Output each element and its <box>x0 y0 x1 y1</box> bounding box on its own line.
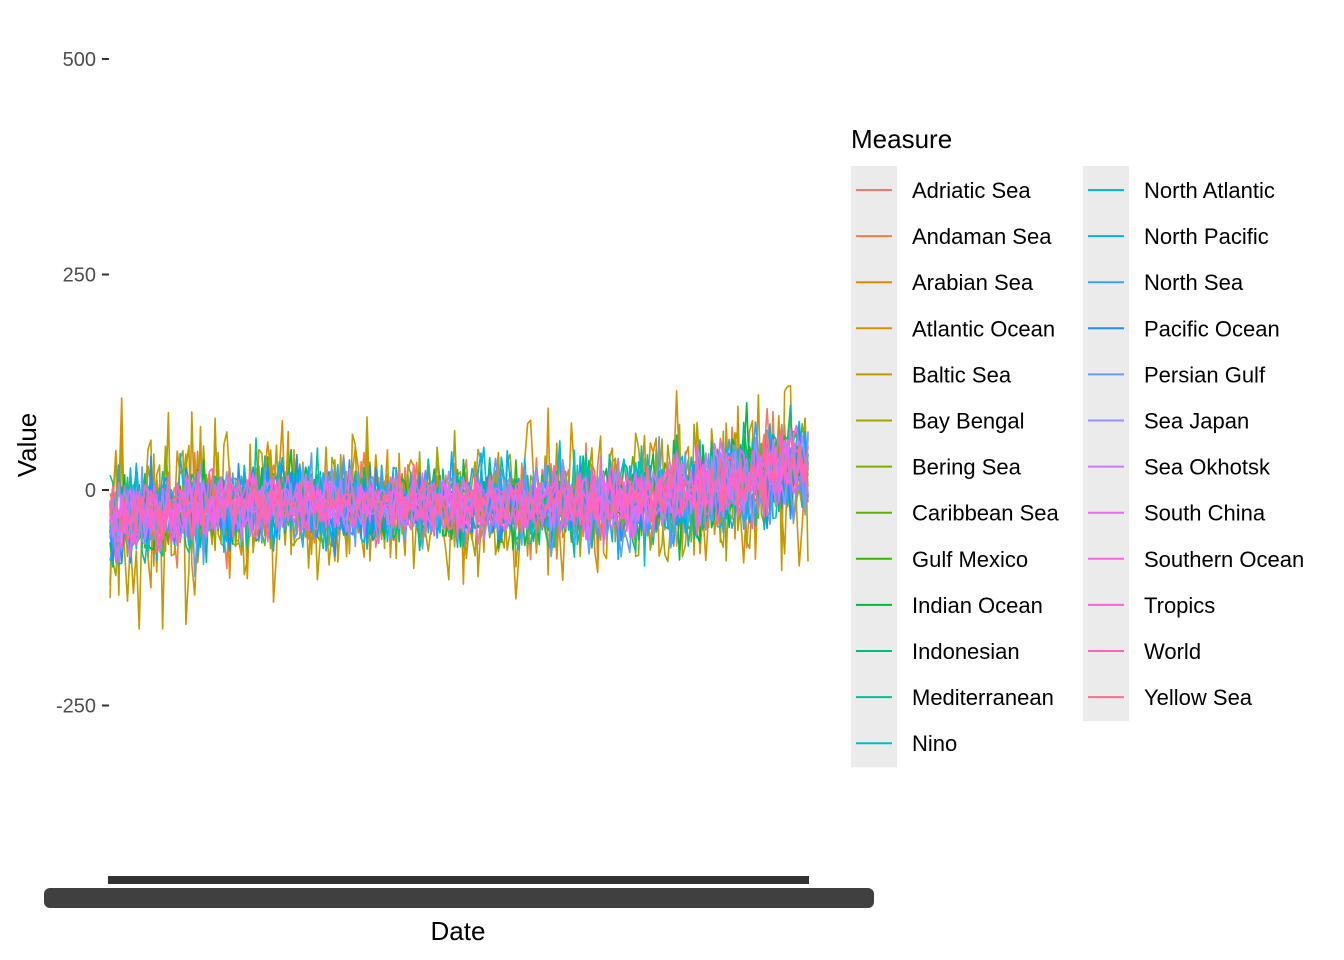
y-tick-label: 250 <box>63 265 96 287</box>
legend-label: Bay Bengal <box>912 409 1025 434</box>
legend-label: Pacific Ocean <box>1144 316 1280 341</box>
legend-label: Bering Sea <box>912 455 1022 480</box>
legend-label: Gulf Mexico <box>912 547 1028 572</box>
legend-label: Yellow Sea <box>1144 685 1253 710</box>
y-axis: 500 250 0 -250 <box>56 49 109 718</box>
y-tick-label: 500 <box>63 49 96 71</box>
legend-label: Indonesian <box>912 639 1020 664</box>
legend-label: Tropics <box>1144 593 1215 618</box>
legend-label: Sea Okhotsk <box>1144 455 1271 480</box>
x-axis <box>44 876 874 908</box>
legend: Measure Adriatic Sea Andaman Sea Arabian S… <box>851 124 1304 768</box>
legend-label: Sea Japan <box>1144 409 1249 434</box>
legend-label: Persian Gulf <box>1144 362 1266 387</box>
x-axis-tick-labels-overplotted <box>44 888 874 908</box>
series-line-yellow-sea <box>109 430 809 554</box>
legend-label: South China <box>1144 501 1266 526</box>
y-axis-title: Value <box>12 413 42 478</box>
legend-label: Mediterranean <box>912 685 1054 710</box>
legend-label: Baltic Sea <box>912 362 1012 387</box>
legend-label: Andaman Sea <box>912 224 1052 249</box>
legend-label: Southern Ocean <box>1144 547 1304 572</box>
legend-label: Atlantic Ocean <box>912 316 1055 341</box>
x-axis-tick-marks <box>108 876 809 884</box>
legend-label: North Atlantic <box>1144 178 1275 203</box>
x-axis-title: Date <box>431 916 486 946</box>
plot-lines <box>109 385 809 630</box>
y-tick-label: -250 <box>56 696 96 718</box>
legend-label: North Pacific <box>1144 224 1269 249</box>
legend-label: World <box>1144 639 1201 664</box>
legend-label: Nino <box>912 731 957 756</box>
legend-label: Indian Ocean <box>912 593 1043 618</box>
legend-key-background <box>1083 166 1129 722</box>
legend-title: Measure <box>851 124 952 154</box>
legend-label: Caribbean Sea <box>912 501 1060 526</box>
legend-label: Adriatic Sea <box>912 178 1031 203</box>
legend-label: Arabian Sea <box>912 270 1034 295</box>
legend-label: North Sea <box>1144 270 1244 295</box>
y-tick-label: 0 <box>85 480 96 502</box>
